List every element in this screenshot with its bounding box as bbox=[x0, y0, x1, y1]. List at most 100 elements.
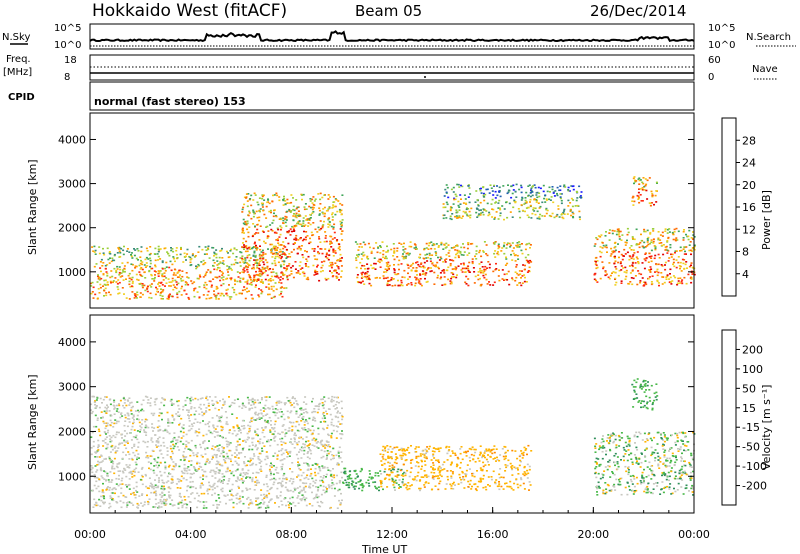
velocity-cell bbox=[139, 478, 142, 481]
velocity-cell bbox=[330, 432, 333, 435]
power-cell bbox=[518, 246, 521, 248]
cpid-label: CPID bbox=[8, 92, 35, 103]
power-cell bbox=[272, 215, 275, 218]
power-cell bbox=[159, 248, 162, 250]
velocity-cell bbox=[175, 464, 177, 467]
power-cell bbox=[327, 223, 330, 225]
power-cell bbox=[319, 270, 322, 273]
power-cell bbox=[563, 208, 566, 211]
power-cell bbox=[652, 242, 655, 244]
radar-title: Hokkaido West (fitACF) bbox=[92, 1, 287, 21]
power-cell bbox=[276, 255, 279, 258]
velocity-cell bbox=[236, 425, 239, 428]
velocity-cell bbox=[228, 499, 231, 501]
power-cell bbox=[159, 258, 162, 260]
power-cell bbox=[226, 294, 229, 297]
power-cell bbox=[364, 272, 367, 274]
velocity-cell bbox=[104, 458, 107, 460]
velocity-cell bbox=[237, 498, 240, 500]
velocity-cell bbox=[168, 432, 171, 435]
velocity-cell bbox=[163, 445, 166, 447]
power-cell bbox=[109, 293, 112, 296]
velocity-cell bbox=[277, 482, 279, 485]
velocity-cell bbox=[114, 492, 116, 495]
velocity-cell bbox=[303, 427, 306, 429]
power-cell bbox=[230, 263, 233, 266]
velocity-cell bbox=[175, 439, 178, 441]
power-cell bbox=[144, 289, 147, 292]
velocity-cell bbox=[141, 483, 144, 486]
power-cell bbox=[632, 254, 635, 256]
velocity-cell bbox=[112, 434, 115, 437]
power-cell bbox=[330, 242, 333, 244]
velocity-cell bbox=[301, 438, 304, 440]
power-cell bbox=[207, 248, 210, 251]
power-cell bbox=[116, 265, 119, 268]
velocity-cell bbox=[185, 433, 188, 436]
power-cell bbox=[427, 267, 429, 270]
velocity-cell bbox=[246, 464, 249, 467]
power-cell bbox=[557, 205, 560, 207]
power-cell bbox=[620, 280, 623, 282]
velocity-cell bbox=[157, 485, 160, 488]
power-cell bbox=[458, 250, 460, 252]
velocity-cell bbox=[236, 478, 239, 480]
power-cell bbox=[146, 287, 149, 289]
velocity-cell bbox=[236, 454, 238, 456]
power-cell bbox=[631, 283, 634, 286]
power-cell bbox=[655, 263, 658, 266]
velocity-cell bbox=[236, 433, 239, 435]
power-cell bbox=[174, 279, 177, 282]
power-cell bbox=[480, 269, 483, 272]
velocity-cell bbox=[225, 421, 228, 423]
power-cell bbox=[385, 262, 388, 264]
power-cell bbox=[539, 187, 542, 190]
velocity-cell bbox=[261, 498, 264, 501]
power-cell bbox=[616, 228, 619, 231]
velocity-cell bbox=[107, 429, 110, 432]
power-cell bbox=[118, 273, 121, 275]
velocity-cell bbox=[190, 493, 193, 495]
power-cell bbox=[483, 270, 486, 272]
velocity-cell bbox=[311, 477, 314, 480]
velocity-cell bbox=[209, 431, 212, 434]
velocity-cell bbox=[128, 501, 131, 503]
power-cell bbox=[497, 243, 500, 246]
power-cell bbox=[636, 283, 639, 286]
power-cell bbox=[664, 261, 667, 264]
power-cell bbox=[479, 214, 482, 216]
power-cell bbox=[451, 213, 454, 215]
power-cell bbox=[99, 267, 102, 269]
velocity-cell bbox=[180, 496, 182, 498]
power-cell bbox=[604, 270, 607, 272]
power-cell bbox=[242, 206, 245, 209]
velocity-cell bbox=[141, 423, 143, 425]
velocity-cell bbox=[295, 420, 298, 423]
power-cell bbox=[120, 272, 123, 274]
velocity-cell bbox=[160, 453, 163, 455]
velocity-cell bbox=[243, 461, 245, 463]
power-cell bbox=[442, 203, 445, 205]
power-cell bbox=[596, 260, 599, 262]
velocity-cell bbox=[104, 438, 107, 440]
power-cell bbox=[665, 245, 668, 248]
power-cell bbox=[207, 269, 210, 271]
power-cell bbox=[283, 252, 286, 254]
velocity-cell bbox=[263, 445, 266, 447]
power-cell bbox=[644, 246, 647, 248]
power-cell bbox=[150, 283, 153, 285]
power-cell bbox=[337, 259, 340, 261]
velocity-cell bbox=[125, 506, 128, 508]
velocity-cell bbox=[234, 456, 237, 458]
power-cell bbox=[239, 280, 242, 282]
power-cell bbox=[300, 245, 303, 247]
velocity-cell bbox=[332, 447, 335, 450]
velocity-cell bbox=[164, 500, 167, 503]
velocity-cell bbox=[268, 492, 271, 495]
velocity-cell bbox=[291, 482, 294, 485]
power-cell bbox=[679, 277, 682, 279]
power-cell bbox=[593, 245, 596, 247]
velocity-cell bbox=[293, 406, 296, 409]
velocity-cell bbox=[315, 463, 317, 465]
power-cell bbox=[482, 274, 485, 277]
